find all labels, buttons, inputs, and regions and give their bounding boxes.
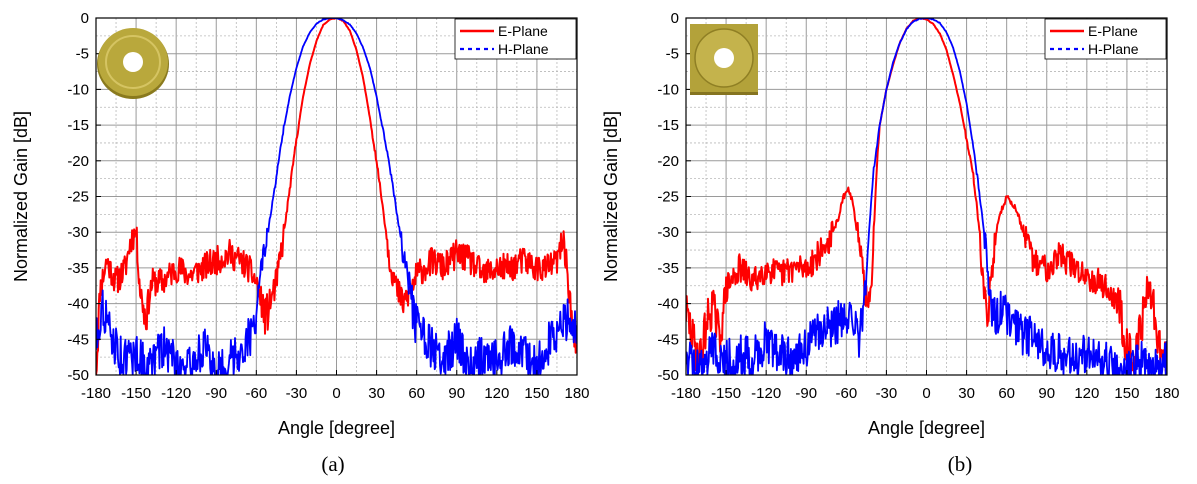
disc-ring — [105, 35, 161, 89]
caption-b: (b) — [947, 452, 973, 476]
y-tick-label: -45 — [67, 331, 89, 348]
axes: -180 -150 -120 -90 -60 -30 0 30 60 90 120 150 180 0 -5… — [67, 10, 589, 402]
x-tick-label: -150 — [121, 385, 151, 402]
y-tick-label: -15 — [657, 117, 679, 134]
y-tick-label: -45 — [657, 331, 679, 348]
y-tick-label: -20 — [657, 153, 679, 170]
series-group — [96, 18, 577, 375]
series-line-e-plane — [96, 18, 577, 375]
x-tick-label: -90 — [795, 385, 817, 402]
x-tick-label: 60 — [998, 385, 1015, 402]
x-tick-label: -30 — [286, 385, 308, 402]
x-tick-label: 150 — [1114, 385, 1139, 402]
chart-panel-b: -180 -150 -120 -90 -60 -30 0 30 60 90 120 150 180 0 -5… — [599, 0, 1197, 484]
y-tick-label: -5 — [666, 46, 679, 63]
x-tick-label: -120 — [751, 385, 781, 402]
y-tick-label: -5 — [76, 46, 89, 63]
y-tick-label: -40 — [657, 296, 679, 313]
legend-box — [454, 18, 577, 60]
x-tick-label: -180 — [671, 385, 701, 402]
plate-hole — [714, 48, 734, 68]
legend-label-e-plane: E-Plane — [1088, 23, 1138, 39]
legend: E-Plane H-Plane — [1044, 18, 1167, 60]
axes: -180 -150 -120 -90 -60 -30 0 30 60 90 120 150 180 0 -5… — [657, 10, 1179, 402]
x-tick-label: -120 — [161, 385, 191, 402]
x-tick-label: -30 — [876, 385, 898, 402]
y-tick-label: -35 — [67, 260, 89, 277]
x-tick-label: 30 — [368, 385, 385, 402]
legend-label-h-plane: H-Plane — [498, 41, 549, 57]
series-line-h-plane — [96, 18, 577, 375]
caption-a: (a) — [321, 452, 345, 476]
x-tick-label: 0 — [922, 385, 930, 402]
y-tick-label: -50 — [67, 367, 89, 384]
y-tick-label: -15 — [67, 117, 89, 134]
y-axis-label: Normalized Gain [dB] — [11, 111, 31, 282]
y-tick-label: 0 — [671, 10, 679, 27]
grid-lines — [685, 17, 1168, 376]
x-tick-label: 90 — [1038, 385, 1055, 402]
legend-label-h-plane: H-Plane — [1088, 41, 1139, 57]
x-tick-label: 180 — [1154, 385, 1179, 402]
chart-panel-a: -180 -150 -120 -90 -60 -30 0 30 60 90 120 150 180 0 -5… — [0, 0, 598, 484]
x-tick-label: -150 — [711, 385, 741, 402]
x-axis-label: Angle [degree] — [868, 418, 985, 438]
y-tick-label: -40 — [67, 296, 89, 313]
x-tick-label: 30 — [958, 385, 975, 402]
y-tick-label: 0 — [81, 10, 89, 27]
disc-hole — [123, 52, 143, 72]
x-tick-label: 90 — [448, 385, 465, 402]
x-tick-label: 60 — [408, 385, 425, 402]
x-tick-label: 180 — [564, 385, 589, 402]
y-tick-label: -25 — [657, 189, 679, 206]
x-tick-label: -60 — [835, 385, 857, 402]
y-tick-label: -10 — [67, 81, 89, 98]
x-tick-label: -180 — [81, 385, 111, 402]
circular-disc-antenna-icon — [97, 28, 169, 99]
chart-b-svg: -180 -150 -120 -90 -60 -30 0 30 60 90 120 150 180 0 -5… — [601, 10, 1180, 438]
chart-a-svg: -180 -150 -120 -90 -60 -30 0 30 60 90 120 150 180 0 -5… — [11, 10, 590, 438]
y-tick-label: -10 — [657, 81, 679, 98]
legend: E-Plane H-Plane — [454, 18, 577, 60]
square-disc-antenna-icon — [690, 24, 758, 95]
y-axis-label: Normalized Gain [dB] — [601, 111, 621, 282]
x-tick-label: 150 — [524, 385, 549, 402]
x-tick-label: 120 — [484, 385, 509, 402]
y-tick-label: -50 — [657, 367, 679, 384]
y-tick-label: -20 — [67, 153, 89, 170]
x-axis-label: Angle [degree] — [278, 418, 395, 438]
x-tick-label: 0 — [332, 385, 340, 402]
y-tick-label: -30 — [657, 224, 679, 241]
legend-box — [1044, 18, 1167, 60]
legend-label-e-plane: E-Plane — [498, 23, 548, 39]
y-tick-label: -25 — [67, 189, 89, 206]
x-tick-label: 120 — [1074, 385, 1099, 402]
x-tick-label: -90 — [205, 385, 227, 402]
x-tick-label: -60 — [245, 385, 267, 402]
y-tick-label: -35 — [657, 260, 679, 277]
series-line-e-plane — [686, 18, 1167, 375]
y-tick-label: -30 — [67, 224, 89, 241]
